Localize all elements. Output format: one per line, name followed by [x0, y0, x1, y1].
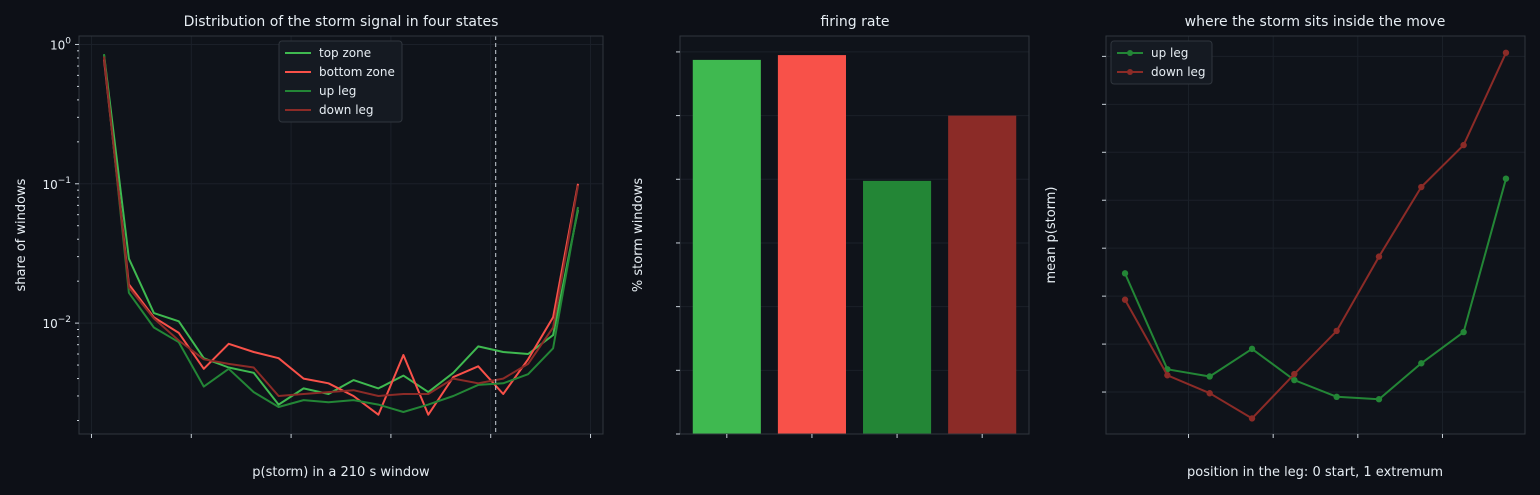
data-point-up-leg — [1206, 373, 1213, 380]
data-point-down-leg — [1291, 370, 1298, 378]
data-point-down-leg — [1460, 141, 1467, 149]
distribution-series — [103, 54, 579, 416]
data-point-down-leg — [1333, 327, 1340, 335]
legend-label-top-zone: top zone — [319, 46, 371, 60]
series-line-down-leg — [1124, 52, 1507, 420]
data-point-down-leg — [1418, 183, 1425, 191]
distribution-legend: top zone bottom zone up leg down leg — [278, 40, 403, 123]
data-point-down-leg — [1164, 372, 1171, 379]
firing-rate-title: firing rate — [820, 14, 889, 30]
data-point-down-leg — [1375, 253, 1383, 260]
position-series — [1121, 49, 1510, 422]
legend-label-up-leg: up leg — [1151, 46, 1188, 60]
position-y-ticks — [1102, 55, 1106, 393]
y-tick-label: 10−2 — [42, 315, 71, 331]
y-tick-base: 10 — [42, 178, 57, 192]
data-point-down-leg — [1121, 296, 1129, 303]
series-line-up-leg — [1124, 178, 1507, 401]
position-y-label: mean p(storm) — [1044, 187, 1059, 284]
y-tick-label: 100 — [50, 36, 71, 52]
data-point-up-leg — [1460, 328, 1467, 336]
y-tick-exponent: 0 — [65, 36, 71, 46]
position-x-ticks — [1188, 434, 1443, 438]
distribution-y-label: share of windows — [14, 178, 29, 291]
data-point-up-leg — [1121, 270, 1129, 277]
data-point-up-leg — [1375, 396, 1383, 403]
legend-marker-up-leg — [1127, 50, 1133, 56]
position-title: where the storm sits inside the move — [1185, 14, 1446, 30]
firing-rate-y-label: % storm windows — [631, 178, 646, 293]
y-tick-base: 10 — [42, 317, 57, 331]
data-point-up-leg — [1418, 360, 1425, 367]
series-line-top-zone — [103, 54, 579, 406]
bar-bottom-zone — [777, 55, 846, 434]
bar-top-zone — [692, 59, 761, 434]
data-point-down-leg — [1206, 390, 1213, 397]
legend-label-bottom-zone: bottom zone — [319, 65, 395, 79]
y-tick-exponent: −2 — [58, 315, 71, 325]
distribution-title: Distribution of the storm signal in four… — [184, 14, 499, 30]
distribution-frame — [78, 35, 604, 435]
position-legend-box — [1110, 40, 1213, 85]
series-line-bottom-zone — [103, 59, 579, 416]
firing-rate-y-ticks — [676, 51, 680, 435]
data-point-up-leg — [1291, 376, 1298, 384]
bar-up-leg — [863, 180, 932, 434]
legend-label-down-leg: down leg — [319, 103, 374, 117]
data-point-up-leg — [1248, 345, 1256, 353]
position-frame — [1105, 35, 1526, 435]
position-x-label: position in the leg: 0 start, 1 extremum — [1187, 465, 1443, 480]
legend-label-down-leg: down leg — [1151, 65, 1206, 79]
firing-rate-bars — [692, 55, 1017, 434]
data-point-down-leg — [1248, 415, 1256, 422]
distribution-x-ticks — [90, 434, 592, 438]
position-plot-area — [1106, 36, 1525, 434]
firing-rate-frame — [679, 35, 1030, 435]
series-line-up-leg — [103, 54, 579, 413]
legend-label-up-leg: up leg — [319, 84, 356, 98]
legend-marker-down-leg — [1127, 69, 1133, 75]
series-line-down-leg — [103, 56, 579, 397]
firing-rate-chart: firing rate % storm windows — [631, 14, 1030, 438]
distribution-legend-box — [278, 40, 403, 123]
data-point-up-leg — [1502, 175, 1510, 182]
position-legend: up leg down leg — [1110, 40, 1213, 85]
firing-rate-x-ticks — [726, 434, 983, 438]
y-tick-label: 10−1 — [42, 176, 71, 192]
y-tick-exponent: −1 — [58, 176, 71, 186]
distribution-x-label: p(storm) in a 210 s window — [252, 465, 430, 480]
bar-down-leg — [948, 115, 1017, 434]
position-chart: where the storm sits inside the move pos… — [1044, 14, 1526, 480]
data-point-up-leg — [1333, 393, 1340, 401]
data-point-down-leg — [1502, 49, 1510, 56]
y-tick-base: 10 — [50, 38, 65, 52]
